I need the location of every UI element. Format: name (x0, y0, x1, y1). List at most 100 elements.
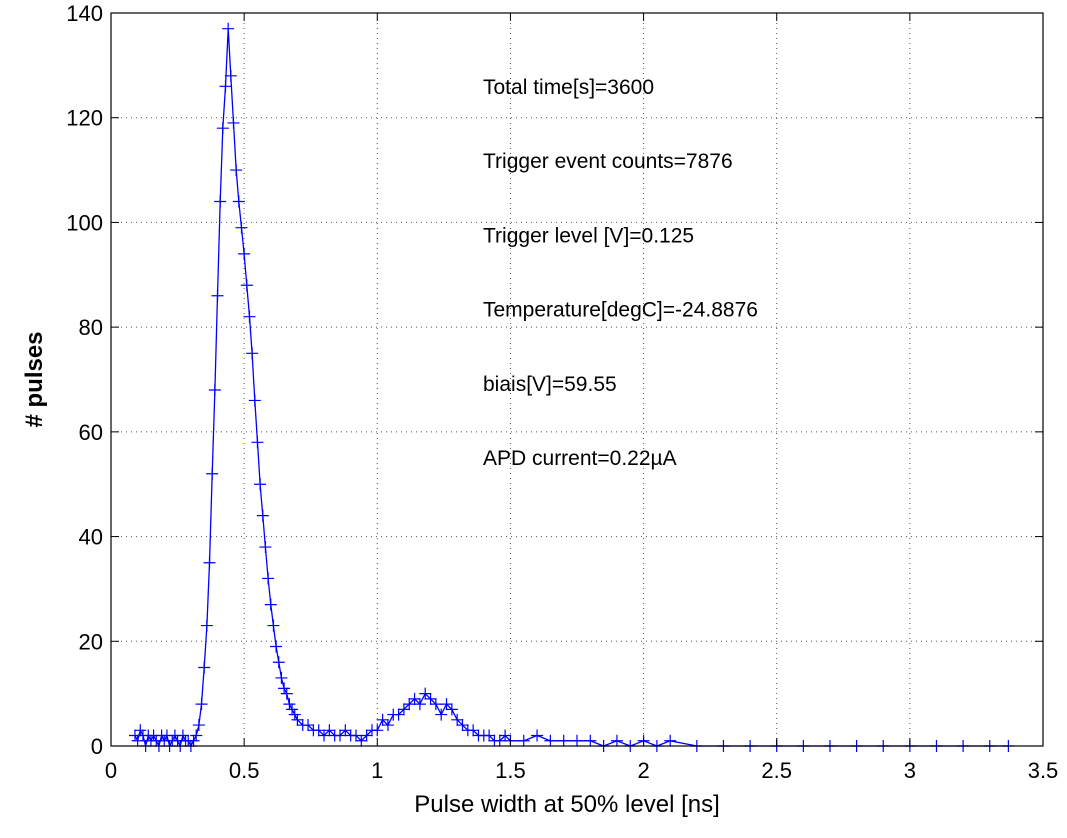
data-point-marker (134, 724, 147, 737)
y-tick-label: 20 (79, 629, 103, 654)
data-point-marker (381, 719, 394, 732)
data-point-marker (445, 703, 458, 716)
data-point-marker (664, 734, 677, 747)
data-point-marker (493, 734, 506, 747)
data-point-marker (270, 640, 283, 653)
data-point-marker (517, 734, 530, 747)
x-tick-label: 1.5 (495, 758, 526, 783)
data-point-marker (467, 724, 480, 737)
y-tick-label: 0 (91, 734, 103, 759)
data-point-marker (371, 724, 384, 737)
data-point-marker (219, 80, 232, 93)
data-point-marker (248, 394, 261, 407)
data-point-marker (208, 383, 221, 396)
data-point-marker (349, 729, 362, 742)
data-point-marker (283, 698, 296, 711)
data-point-marker (190, 729, 203, 742)
data-point-marker (256, 509, 269, 522)
data-point-marker (243, 310, 256, 323)
data-point-marker (610, 734, 623, 747)
data-point-marker (419, 687, 432, 700)
data-point-marker (355, 734, 368, 747)
data-point-marker (216, 122, 229, 135)
annotation-text: Total time[s]=3600 (483, 76, 654, 99)
annotation-text: Trigger level [V]=0.125 (483, 224, 694, 247)
data-point-marker (267, 619, 280, 632)
data-point-marker (240, 279, 253, 292)
data-point-marker (187, 734, 200, 747)
x-tick-label: 2 (637, 758, 649, 783)
data-point-marker (584, 734, 597, 747)
data-point-marker (192, 719, 205, 732)
x-tick-label: 3 (904, 758, 916, 783)
data-point-marker (451, 713, 464, 726)
data-point-marker (214, 195, 227, 208)
data-point-marker (195, 698, 208, 711)
data-point-marker (339, 724, 352, 737)
data-point-marker (323, 724, 336, 737)
data-point-marker (280, 687, 293, 700)
data-point-marker (131, 734, 144, 747)
data-point-marker (230, 164, 243, 177)
data-point-marker (334, 729, 347, 742)
data-point-marker (238, 247, 251, 260)
data-point-marker (499, 729, 512, 742)
x-axis-label: Pulse width at 50% level [ns] (414, 791, 720, 818)
data-point-marker (275, 671, 288, 684)
data-point-marker (318, 729, 331, 742)
data-point-marker (392, 708, 405, 721)
y-axis-label: # pulses (21, 331, 48, 427)
data-point-marker (557, 734, 570, 747)
data-point-marker (251, 436, 264, 449)
data-point-marker (286, 703, 299, 716)
annotations: Total time[s]=3600 Trigger event counts=7… (483, 76, 758, 470)
annotation-text: APD current=0.22µA (483, 447, 677, 470)
data-point-marker (235, 221, 248, 234)
data-point-marker (408, 692, 421, 705)
data-point-marker (403, 698, 416, 711)
data-point-marker (272, 656, 285, 669)
plot-frame (110, 12, 1044, 747)
data-point-marker (259, 541, 272, 554)
annotation-text: Temperature[degC]=-24.8876 (483, 299, 758, 322)
annotation-text: biais[V]=59.55 (483, 373, 617, 396)
axes: 0 0.5 1 1.5 2 2.5 3 3.5 0 20 40 60 80 100 120 140 Pulse … (21, 1, 1058, 818)
x-tick-label: 2.5 (761, 758, 792, 783)
y-tick-label: 100 (66, 210, 103, 235)
data-point-marker (291, 713, 304, 726)
data-point-marker (254, 478, 267, 491)
data-point-marker (200, 619, 213, 632)
data-point-marker (544, 734, 557, 747)
data-point-marker (278, 682, 291, 695)
data-point-marker (262, 572, 275, 585)
data-point-marker (222, 22, 235, 35)
x-tick-label: 1 (371, 758, 383, 783)
data-point-marker (312, 724, 325, 737)
data-point-marker (302, 719, 315, 732)
data-point-marker (203, 556, 216, 569)
y-tick-label: 80 (79, 315, 103, 340)
data-point-marker (424, 692, 437, 705)
y-tick-label: 140 (66, 1, 103, 26)
data-point-marker (264, 598, 277, 611)
data-point-marker (246, 347, 259, 360)
data-point-marker (435, 708, 448, 721)
data-point-marker (571, 734, 583, 747)
data-point-marker (176, 729, 189, 742)
data-point-marker (211, 289, 224, 302)
x-tick-label: 0 (105, 758, 117, 783)
data-point-marker (288, 708, 301, 721)
data-point-marker (483, 729, 496, 742)
data-point-marker (397, 703, 410, 716)
data-point-marker (413, 698, 426, 711)
data-point-marker (198, 661, 211, 674)
data-point-marker (429, 698, 442, 711)
data-point-marker (227, 116, 240, 129)
data-point-marker (232, 195, 245, 208)
y-tick-label: 120 (66, 106, 103, 131)
data-point-marker (224, 69, 237, 82)
x-tick-label: 3.5 (1028, 758, 1059, 783)
data-point-marker (360, 729, 373, 742)
x-tick-label: 0.5 (229, 758, 260, 783)
